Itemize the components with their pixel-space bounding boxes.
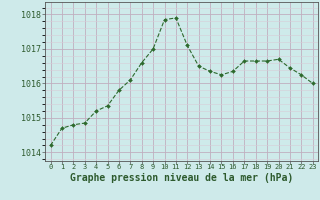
X-axis label: Graphe pression niveau de la mer (hPa): Graphe pression niveau de la mer (hPa)	[70, 173, 293, 183]
